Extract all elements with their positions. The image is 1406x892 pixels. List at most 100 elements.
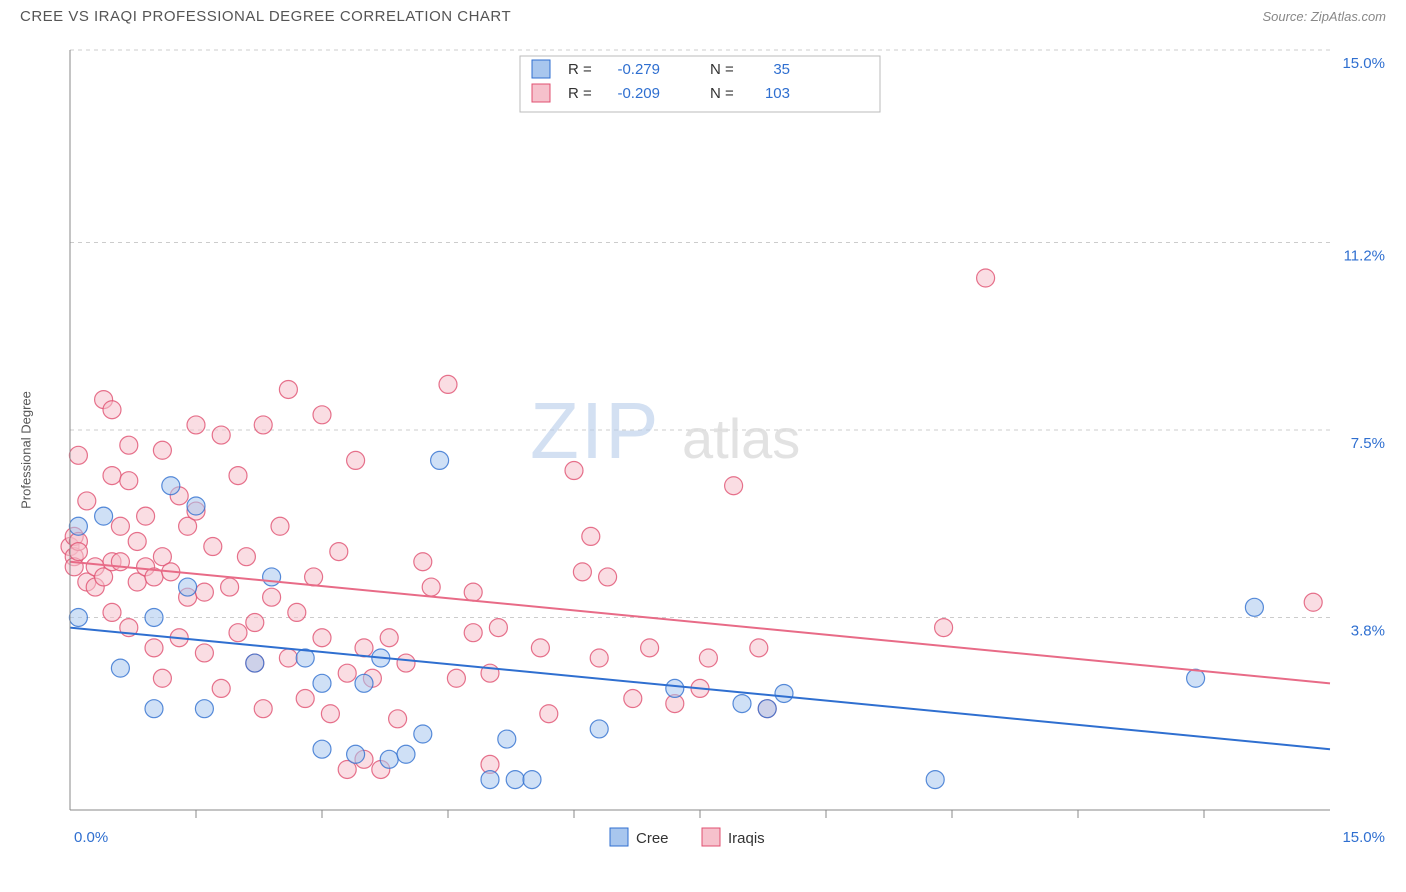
point-cree: [313, 740, 331, 758]
legend-r-value: -0.209: [617, 85, 660, 102]
x-max-label: 15.0%: [1342, 829, 1385, 846]
point-iraqis: [69, 446, 87, 464]
point-iraqis: [355, 639, 373, 657]
watermark-zip: ZIP: [530, 386, 660, 475]
point-iraqis: [246, 614, 264, 632]
point-iraqis: [447, 669, 465, 687]
chart-container: Professional Degree 3.8% 7.5% 11.2% 15.0% ZI…: [20, 40, 1386, 860]
point-iraqis: [464, 583, 482, 601]
point-cree: [195, 700, 213, 718]
point-iraqis: [573, 563, 591, 581]
watermark-atlas: atlas: [682, 407, 800, 470]
point-iraqis: [330, 543, 348, 561]
point-iraqis: [128, 532, 146, 550]
point-iraqis: [229, 467, 247, 485]
point-cree: [263, 568, 281, 586]
point-iraqis: [1304, 593, 1322, 611]
trendline-cree: [70, 628, 1330, 750]
point-cree: [590, 720, 608, 738]
bottom-legend-label: Cree: [636, 830, 669, 847]
x-min-label: 0.0%: [74, 829, 108, 846]
point-cree: [145, 608, 163, 626]
point-cree: [380, 750, 398, 768]
point-iraqis: [977, 269, 995, 287]
point-iraqis: [111, 517, 129, 535]
point-iraqis: [725, 477, 743, 495]
point-iraqis: [204, 538, 222, 556]
point-iraqis: [279, 380, 297, 398]
point-iraqis: [153, 441, 171, 459]
point-iraqis: [699, 649, 717, 667]
point-iraqis: [321, 705, 339, 723]
legend-r-value: -0.279: [617, 61, 660, 78]
point-iraqis: [254, 700, 272, 718]
point-cree: [775, 684, 793, 702]
point-cree: [162, 477, 180, 495]
point-iraqis: [414, 553, 432, 571]
point-iraqis: [153, 669, 171, 687]
point-iraqis: [103, 467, 121, 485]
point-cree: [313, 674, 331, 692]
point-iraqis: [624, 690, 642, 708]
legend-r-label: R =: [568, 61, 592, 78]
chart-title: CREE VS IRAQI PROFESSIONAL DEGREE CORREL…: [20, 8, 511, 25]
y-tick-label: 15.0%: [1342, 55, 1385, 72]
y-axis-label: Professional Degree: [19, 391, 34, 509]
y-tick-label: 7.5%: [1351, 435, 1385, 452]
point-cree: [733, 695, 751, 713]
point-cree: [397, 745, 415, 763]
point-iraqis: [305, 568, 323, 586]
point-iraqis: [489, 619, 507, 637]
point-cree: [347, 745, 365, 763]
scatter-plot-svg: 3.8% 7.5% 11.2% 15.0% ZIP atlas 0.0% 15.0% R = -0…: [50, 40, 1386, 860]
point-iraqis: [565, 462, 583, 480]
point-iraqis: [389, 710, 407, 728]
point-iraqis: [195, 644, 213, 662]
point-cree: [111, 659, 129, 677]
point-iraqis: [422, 578, 440, 596]
bottom-legend-label: Iraqis: [728, 830, 765, 847]
point-cree: [666, 679, 684, 697]
point-iraqis: [103, 401, 121, 419]
point-iraqis: [221, 578, 239, 596]
point-iraqis: [531, 639, 549, 657]
point-iraqis: [263, 588, 281, 606]
point-iraqis: [187, 416, 205, 434]
point-cree: [431, 451, 449, 469]
legend-swatch: [532, 84, 550, 102]
point-cree: [69, 517, 87, 535]
point-iraqis: [397, 654, 415, 672]
y-tick-label: 3.8%: [1351, 622, 1385, 639]
point-iraqis: [229, 624, 247, 642]
point-iraqis: [582, 527, 600, 545]
bottom-legend-swatch: [610, 828, 628, 846]
point-iraqis: [464, 624, 482, 642]
point-iraqis: [120, 472, 138, 490]
point-iraqis: [103, 603, 121, 621]
point-iraqis: [279, 649, 297, 667]
y-tick-label: 11.2%: [1344, 248, 1385, 265]
point-cree: [179, 578, 197, 596]
point-cree: [414, 725, 432, 743]
point-iraqis: [296, 690, 314, 708]
point-cree: [69, 608, 87, 626]
bottom-legend-swatch: [702, 828, 720, 846]
legend-n-label: N =: [710, 85, 734, 102]
point-iraqis: [313, 629, 331, 647]
point-iraqis: [195, 583, 213, 601]
legend-n-value: 103: [765, 85, 790, 102]
point-iraqis: [288, 603, 306, 621]
point-iraqis: [271, 517, 289, 535]
chart-source: Source: ZipAtlas.com: [1262, 9, 1386, 24]
point-iraqis: [120, 436, 138, 454]
point-iraqis: [78, 492, 96, 510]
point-iraqis: [935, 619, 953, 637]
point-iraqis: [380, 629, 398, 647]
point-iraqis: [540, 705, 558, 723]
point-iraqis: [237, 548, 255, 566]
point-iraqis: [599, 568, 617, 586]
point-iraqis: [347, 451, 365, 469]
point-iraqis: [212, 679, 230, 697]
legend-n-value: 35: [773, 61, 790, 78]
legend-n-label: N =: [710, 61, 734, 78]
